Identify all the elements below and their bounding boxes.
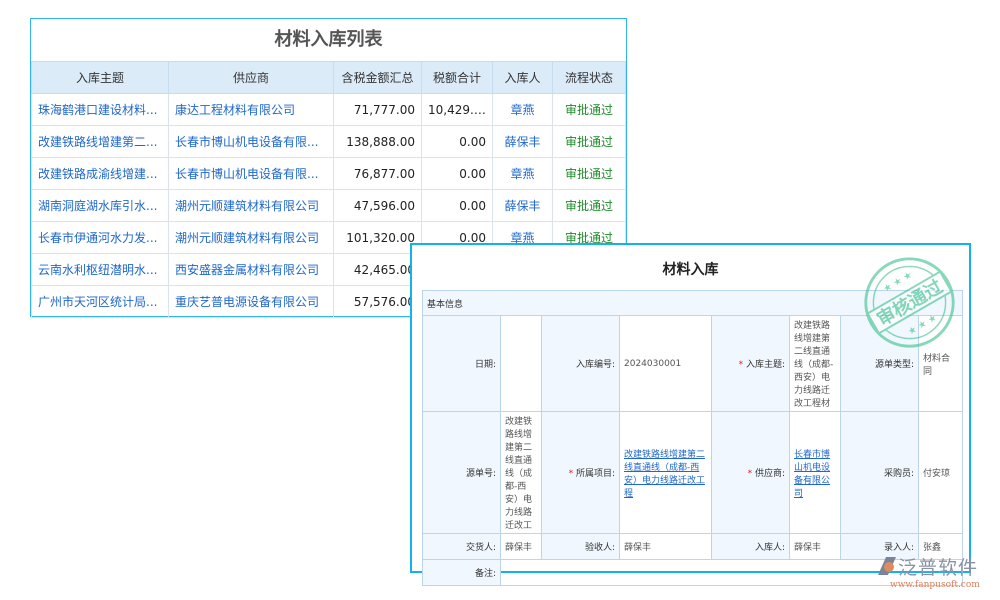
receiver-cell: 章燕 xyxy=(492,93,553,126)
column-header[interactable]: 流程状态 xyxy=(552,61,626,94)
fanpu-logo: 泛普软件 www.fanpusoft.com xyxy=(876,553,980,590)
inspector-label: 验收人: xyxy=(541,533,620,560)
subject-link[interactable]: 珠海鹤港口建设材料... xyxy=(31,93,169,126)
subject-link[interactable]: 改建铁路线增建第二... xyxy=(31,125,169,158)
svg-text:★ ★ ★: ★ ★ ★ xyxy=(906,312,939,337)
column-header[interactable]: 含税金额汇总 xyxy=(333,61,422,94)
amount-cell: 57,576.00 xyxy=(333,285,422,318)
column-header[interactable]: 入库主题 xyxy=(31,61,169,94)
amount-cell: 47,596.00 xyxy=(333,189,422,222)
tax-cell: 0.00 xyxy=(421,125,493,158)
supplier-link[interactable]: 长春市博山机电设备有限... xyxy=(168,157,334,190)
subject-link[interactable]: 云南水利枢纽潜明水... xyxy=(31,253,169,286)
supplier-link[interactable]: 康达工程材料有限公司 xyxy=(168,93,334,126)
project-link[interactable]: 改建铁路线增建第二线直通线（成都-西安）电力线路迁改工程 xyxy=(624,449,706,499)
receiver-cell: 薛保丰 xyxy=(492,189,553,222)
buyer-value: 付安琼 xyxy=(917,411,964,534)
tax-cell: 0.00 xyxy=(421,189,493,222)
subject-link[interactable]: 广州市天河区统计局... xyxy=(31,285,169,318)
date-value xyxy=(500,315,542,412)
inspector-value: 薛保丰 xyxy=(619,533,712,560)
supplier-label: 供应商: xyxy=(754,469,785,479)
supplier-link[interactable]: 长春市博山机电设备有限... xyxy=(168,125,334,158)
column-header[interactable]: 入库人 xyxy=(492,61,553,94)
subject-link[interactable]: 改建铁路成渝线增建... xyxy=(31,157,169,190)
supplier-link[interactable]: 潮州元顺建筑材料有限公司 xyxy=(168,189,334,222)
column-header[interactable]: 供应商 xyxy=(168,61,334,94)
receiver-cell: 章燕 xyxy=(492,157,553,190)
deliverer-label: 交货人: xyxy=(422,533,501,560)
table-row[interactable]: 珠海鹤港口建设材料... 康达工程材料有限公司 71,777.00 10,429.14… xyxy=(31,93,626,126)
inbound-no-label: 入库编号: xyxy=(541,315,620,412)
basic-info-table: 基本信息 日期: 入库编号: 2024030001 * 入库主题: 改建铁路线增… xyxy=(421,290,964,586)
logo-url: www.fanpusoft.com xyxy=(890,580,980,590)
supplier-link[interactable]: 重庆艺普电源设备有限公司 xyxy=(168,285,334,318)
subject-value: 改建铁路线增建第二线直通线（成都-西安）电力线路迁改工程材 xyxy=(789,315,841,412)
source-no-value: 改建铁路线增建第二线直通线（成都-西安）电力线路迁改工 xyxy=(500,411,542,534)
approved-stamp: 审核通过 ★ ★ ★ ★ ★ ★ xyxy=(864,257,955,348)
required-mark: * xyxy=(747,469,753,479)
amount-cell: 76,877.00 xyxy=(333,157,422,190)
table-row[interactable]: 湖南洞庭湖水库引水... 潮州元顺建筑材料有限公司 47,596.00 0.00 薛保丰… xyxy=(31,189,626,222)
supplier-link[interactable]: 西安盛器金属材料有限公司 xyxy=(168,253,334,286)
buyer-label: 采购员: xyxy=(840,411,919,534)
required-mark: * xyxy=(738,360,744,370)
table-row[interactable]: 改建铁路成渝线增建... 长春市博山机电设备有限... 76,877.00 0.00 章… xyxy=(31,157,626,190)
inbound-no-value: 2024030001 xyxy=(619,315,712,412)
source-no-label: 源单号: xyxy=(422,411,501,534)
date-label: 日期: xyxy=(422,315,501,412)
supplier-link[interactable]: 潮州元顺建筑材料有限公司 xyxy=(168,221,334,254)
table-row[interactable]: 改建铁路线增建第二... 长春市博山机电设备有限... 138,888.00 0.00… xyxy=(31,125,626,158)
list-title: 材料入库列表 xyxy=(274,29,383,50)
tax-cell: 0.00 xyxy=(421,157,493,190)
deliverer-value: 薛保丰 xyxy=(500,533,542,560)
entered-by-value: 张鑫 xyxy=(917,533,964,560)
amount-cell: 101,320.00 xyxy=(333,221,422,254)
subject-link[interactable]: 长春市伊通河水力发... xyxy=(31,221,169,254)
receiver-value: 薛保丰 xyxy=(789,533,841,560)
status-cell: 审批通过 xyxy=(552,93,626,126)
receiver-cell: 薛保丰 xyxy=(492,125,553,158)
form-title: 材料入库 xyxy=(662,262,719,278)
required-mark: * xyxy=(568,469,574,479)
receiver-label: 入库人: xyxy=(711,533,790,560)
project-label: 所属项目: xyxy=(575,469,615,479)
material-inbound-form: 材料入库 基本信息 日期: 入库编号: 2024030001 * 入库主题: 改… xyxy=(410,243,971,586)
tax-cell: 10,429.14 xyxy=(421,93,493,126)
note-label: 备注: xyxy=(422,559,501,586)
column-header[interactable]: 税额合计 xyxy=(421,61,493,94)
logo-name: 泛普软件 xyxy=(898,557,979,579)
amount-cell: 71,777.00 xyxy=(333,93,422,126)
status-cell: 审批通过 xyxy=(552,125,626,158)
source-type-value: 材料合同 xyxy=(917,315,964,412)
status-cell: 审批通过 xyxy=(552,157,626,190)
supplier-link[interactable]: 长春市博山机电设备有限公司 xyxy=(794,449,831,499)
amount-cell: 138,888.00 xyxy=(333,125,422,158)
logo-mark-icon xyxy=(878,557,896,575)
subject-link[interactable]: 湖南洞庭湖水库引水... xyxy=(31,189,169,222)
subject-label: 入库主题: xyxy=(745,360,785,370)
amount-cell: 42,465.00 xyxy=(333,253,422,286)
status-cell: 审批通过 xyxy=(552,189,626,222)
